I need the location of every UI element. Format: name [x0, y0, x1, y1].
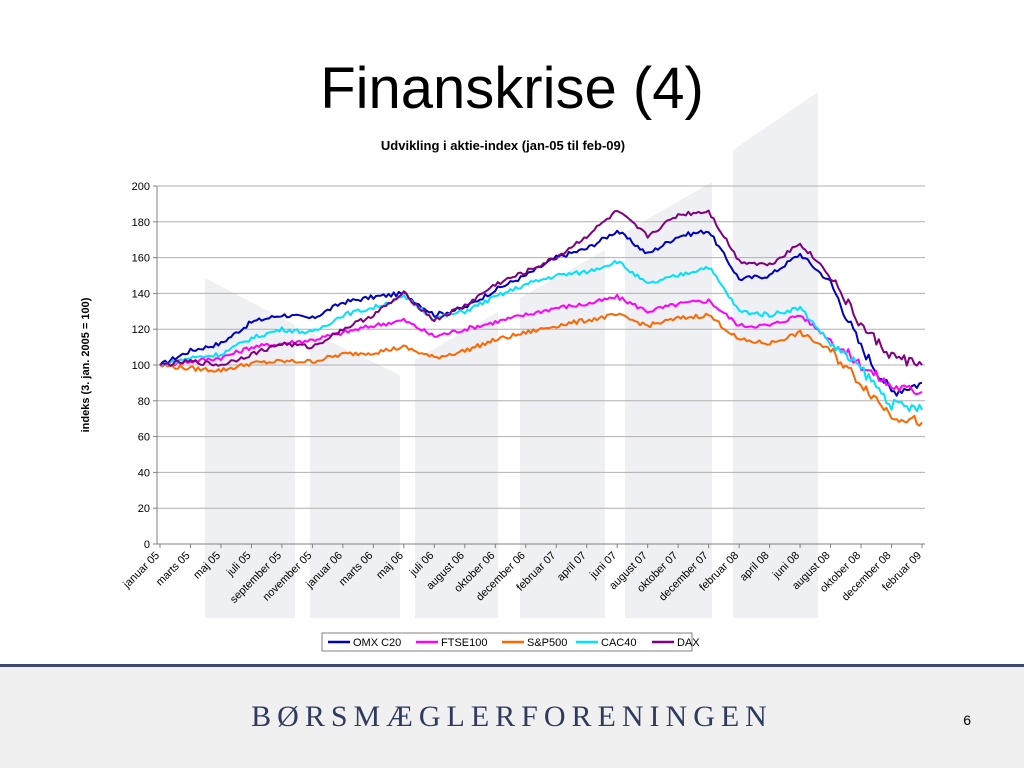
y-tick-label: 100: [132, 360, 150, 372]
series-line-cac40: [159, 260, 923, 413]
background-logo-watermark: [205, 92, 818, 618]
y-tick-label: 20: [138, 503, 150, 515]
y-tick-label: 80: [138, 396, 150, 408]
gridlines: [156, 185, 925, 545]
y-tick-label: 200: [132, 181, 150, 193]
legend: OMX C20 FTSE100 S&P500 CAC40 DAX: [321, 632, 700, 652]
legend-label: DAX: [677, 637, 700, 649]
legend-entry: S&P500: [502, 637, 567, 649]
x-tick-label: marts 06: [337, 550, 376, 589]
footer-band: [0, 667, 1024, 768]
x-tick-label: januar 05: [120, 550, 162, 592]
page-number: 6: [963, 712, 971, 728]
y-axis-label: indeks (3. jan. 2005 = 100): [80, 297, 92, 432]
y-axis-ticks: 0 20 40 60 80 100 120 140 160 180 200: [132, 181, 157, 551]
series-line-dax: [159, 209, 923, 367]
legend-label: S&P500: [527, 637, 567, 649]
y-tick-label: 140: [132, 288, 150, 300]
slide-title: Finanskrise (4): [320, 56, 704, 121]
y-tick-label: 0: [144, 539, 150, 551]
line-chart: Udvikling i aktie-index (jan-05 til feb-…: [80, 138, 925, 652]
y-tick-label: 180: [132, 217, 150, 229]
x-tick-label: april 08: [738, 550, 772, 584]
brand-wordmark: BØRSMÆGLERFORENINGEN: [251, 700, 773, 733]
series-line-ftse100: [159, 293, 923, 396]
x-tick-label: maj 06: [374, 550, 406, 582]
legend-label: OMX C20: [353, 637, 401, 649]
y-tick-label: 40: [138, 467, 150, 479]
legend-entry: CAC40: [576, 637, 636, 649]
y-tick-label: 160: [132, 253, 150, 265]
y-tick-label: 60: [138, 432, 150, 444]
x-tick-label: april 07: [555, 550, 589, 584]
chart-title: Udvikling i aktie-index (jan-05 til feb-…: [381, 138, 625, 153]
legend-entry: FTSE100: [416, 637, 487, 649]
footer-divider: [0, 664, 1024, 667]
y-tick-label: 120: [132, 324, 150, 336]
x-tick-label: marts 05: [154, 550, 193, 589]
legend-label: CAC40: [601, 637, 636, 649]
series-lines: [159, 209, 923, 427]
legend-entry: DAX: [652, 637, 700, 649]
x-tick-label: maj 05: [191, 550, 223, 582]
series-line-s-p500: [159, 312, 923, 427]
legend-label: FTSE100: [441, 637, 487, 649]
legend-entry: OMX C20: [328, 637, 401, 649]
